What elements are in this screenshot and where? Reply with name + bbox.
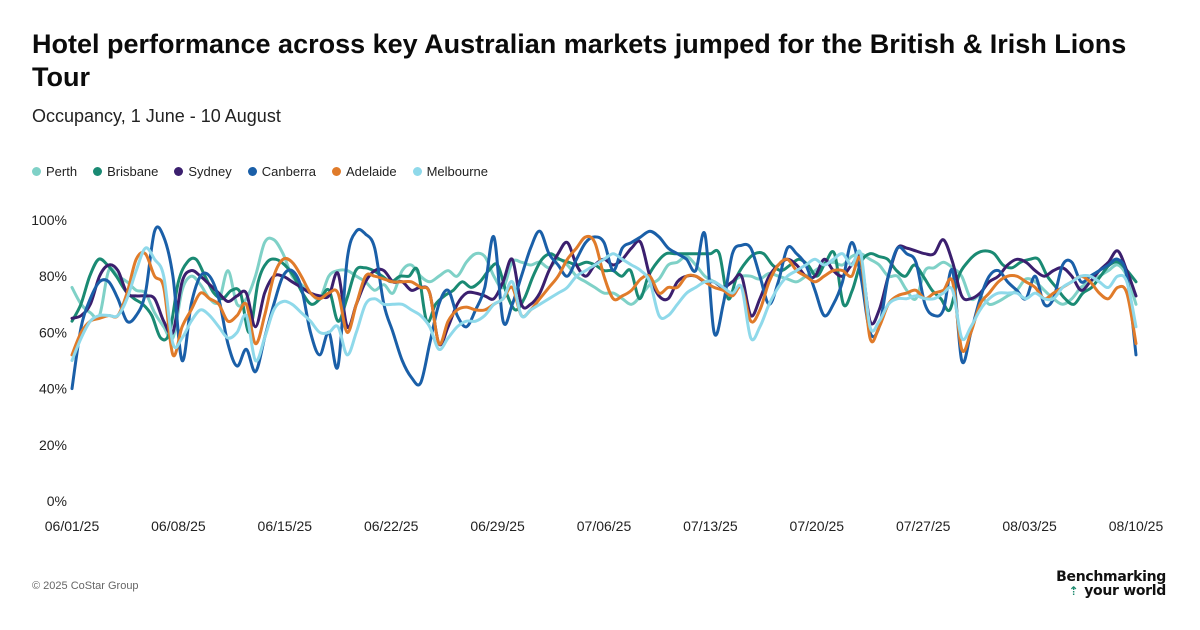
chart-subtitle: Occupancy, 1 June - 10 August bbox=[32, 106, 281, 126]
legend-item-sydney: Sydney bbox=[174, 164, 232, 179]
series-line-canberra bbox=[70, 225, 1138, 391]
legend-dot-icon bbox=[247, 167, 257, 176]
x-tick-label: 07/27/25 bbox=[896, 518, 951, 534]
y-tick-label: 100% bbox=[31, 212, 67, 228]
legend-item-brisbane: Brisbane bbox=[93, 164, 158, 179]
y-tick-label: 80% bbox=[39, 268, 67, 284]
x-tick-label: 06/22/25 bbox=[364, 518, 419, 534]
x-tick-label: 06/01/25 bbox=[45, 518, 100, 534]
legend-dot-icon bbox=[93, 167, 103, 176]
x-tick-label: 06/08/25 bbox=[151, 518, 206, 534]
page-title: Hotel performance across key Australian … bbox=[32, 29, 1127, 92]
brand-line-2: your world bbox=[1084, 583, 1166, 599]
x-tick-label: 07/20/25 bbox=[790, 518, 845, 534]
legend-dot-icon bbox=[331, 167, 341, 176]
arrow-up-icon: ⇡ bbox=[1068, 584, 1079, 598]
brand-line-1: Benchmarking bbox=[1056, 569, 1166, 585]
legend-label: Adelaide bbox=[345, 164, 397, 179]
x-tick-label: 06/29/25 bbox=[470, 518, 525, 534]
legend-item-canberra: Canberra bbox=[247, 164, 316, 179]
legend-label: Canberra bbox=[261, 164, 316, 179]
legend-label: Sydney bbox=[188, 164, 232, 179]
y-tick-label: 0% bbox=[47, 493, 67, 509]
legend-dot-icon bbox=[174, 167, 184, 176]
x-tick-label: 07/13/25 bbox=[683, 518, 738, 534]
x-tick-label: 08/03/25 bbox=[1002, 518, 1057, 534]
copyright-notice: © 2025 CoStar Group bbox=[32, 580, 139, 592]
x-tick-label: 07/06/25 bbox=[577, 518, 632, 534]
x-tick-label: 08/10/25 bbox=[1109, 518, 1164, 534]
brand-logo: Benchmarking ⇡ your world bbox=[1056, 570, 1166, 598]
legend-label: Brisbane bbox=[107, 164, 159, 179]
legend-item-adelaide: Adelaide bbox=[331, 164, 397, 179]
legend-dot-icon bbox=[32, 167, 41, 176]
legend-label: Perth bbox=[46, 164, 78, 179]
legend-label: Melbourne bbox=[426, 164, 489, 179]
y-tick-label: 20% bbox=[39, 437, 67, 453]
y-tick-label: 40% bbox=[39, 381, 67, 397]
chart-legend: Perth Brisbane Sydney Canberra Adelaide Melbo… bbox=[32, 164, 488, 179]
legend-dot-icon bbox=[412, 167, 422, 176]
legend-item-melbourne: Melbourne bbox=[412, 164, 489, 179]
series-line-melbourne bbox=[70, 246, 1138, 363]
x-tick-label: 06/15/25 bbox=[258, 518, 313, 534]
line-chart: 0% 20% 40% 60% 80% 100% 06/01/25 06/08/25 06/15/… bbox=[31, 212, 1164, 534]
legend-item-perth: Perth bbox=[32, 164, 77, 179]
y-tick-label: 60% bbox=[39, 324, 67, 340]
